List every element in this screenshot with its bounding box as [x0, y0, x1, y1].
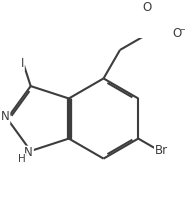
- Text: H: H: [18, 154, 26, 164]
- Text: O: O: [143, 1, 152, 14]
- Text: I: I: [21, 58, 24, 70]
- Text: N: N: [24, 146, 33, 159]
- Text: N: N: [1, 110, 9, 123]
- Text: O: O: [172, 27, 181, 40]
- Text: Br: Br: [155, 143, 168, 156]
- Text: −: −: [179, 25, 185, 34]
